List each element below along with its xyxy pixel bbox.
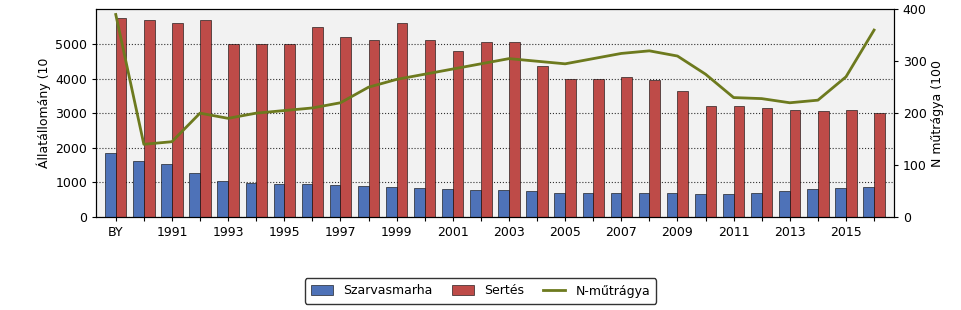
Bar <box>752 193 762 217</box>
N-műtrágya <box>727 96 739 100</box>
Line: N-műtrágya: N-műtrágya <box>115 15 875 144</box>
Bar <box>863 187 875 217</box>
Bar <box>386 187 397 217</box>
N-műtrágya <box>784 101 796 104</box>
Bar <box>846 110 856 217</box>
Bar <box>650 80 660 217</box>
N-műtrágya <box>475 62 486 66</box>
N-műtrágya <box>559 62 571 66</box>
Bar <box>723 194 733 217</box>
Bar <box>217 181 228 217</box>
Bar <box>368 40 380 217</box>
Bar <box>228 44 238 217</box>
N-műtrágya <box>279 109 290 113</box>
Y-axis label: N műtrágya (100: N műtrágya (100 <box>931 60 944 167</box>
Bar <box>509 42 520 217</box>
Bar <box>397 23 407 217</box>
Bar <box>105 153 115 217</box>
Bar <box>818 111 828 217</box>
Bar <box>425 40 435 217</box>
Bar <box>678 91 688 217</box>
N-műtrágya <box>362 85 374 89</box>
Bar <box>134 161 144 217</box>
Bar <box>554 193 565 217</box>
Bar <box>667 193 678 217</box>
Bar <box>480 42 491 217</box>
N-műtrágya <box>504 57 515 60</box>
Bar <box>115 18 127 217</box>
N-műtrágya <box>447 67 458 71</box>
N-műtrágya <box>587 57 599 60</box>
Bar <box>189 173 200 217</box>
N-műtrágya <box>391 78 403 81</box>
Bar <box>144 20 155 217</box>
Bar <box>622 77 632 217</box>
N-műtrágya <box>700 72 711 76</box>
Bar <box>639 193 650 217</box>
Bar <box>582 193 593 217</box>
Bar <box>312 27 323 217</box>
Bar <box>565 78 576 217</box>
N-műtrágya <box>222 117 234 120</box>
Bar <box>470 190 480 217</box>
N-műtrágya <box>110 13 121 16</box>
Bar <box>442 188 453 217</box>
Bar <box>733 105 745 217</box>
N-műtrágya <box>672 54 683 58</box>
N-műtrágya <box>869 28 880 32</box>
Bar <box>610 193 622 217</box>
Bar <box>835 188 846 217</box>
Bar <box>875 113 885 217</box>
N-műtrágya <box>307 106 318 110</box>
Bar <box>161 164 172 217</box>
Bar <box>302 184 312 217</box>
Bar <box>762 108 773 217</box>
Bar <box>284 44 295 217</box>
N-műtrágya <box>334 101 346 104</box>
N-műtrágya <box>840 75 851 79</box>
Bar <box>593 78 604 217</box>
Bar <box>499 190 509 217</box>
N-műtrágya <box>251 111 262 115</box>
Bar <box>274 184 284 217</box>
N-műtrágya <box>812 98 824 102</box>
N-műtrágya <box>138 143 150 146</box>
Bar <box>357 186 368 217</box>
Bar <box>414 188 425 217</box>
Bar <box>172 23 183 217</box>
N-műtrágya <box>419 72 431 76</box>
Bar <box>330 185 340 217</box>
N-műtrágya <box>166 140 178 144</box>
Bar <box>453 51 463 217</box>
N-műtrágya <box>644 49 655 53</box>
Bar <box>779 191 790 217</box>
Bar <box>527 191 537 217</box>
Legend: Szarvasmarha, Sertés, N-műtrágya: Szarvasmarha, Sertés, N-műtrágya <box>305 278 656 304</box>
Bar <box>200 20 210 217</box>
Bar <box>257 44 267 217</box>
N-műtrágya <box>194 111 206 115</box>
Bar <box>537 66 548 217</box>
Bar <box>705 105 716 217</box>
Bar <box>340 37 351 217</box>
N-műtrágya <box>531 59 543 63</box>
Bar <box>790 110 801 217</box>
Bar <box>807 189 818 217</box>
Y-axis label: Állatállomány (10: Állatállomány (10 <box>37 58 51 168</box>
Bar <box>245 184 257 217</box>
N-műtrágya <box>616 51 628 55</box>
Bar <box>695 194 705 217</box>
N-műtrágya <box>756 97 768 100</box>
